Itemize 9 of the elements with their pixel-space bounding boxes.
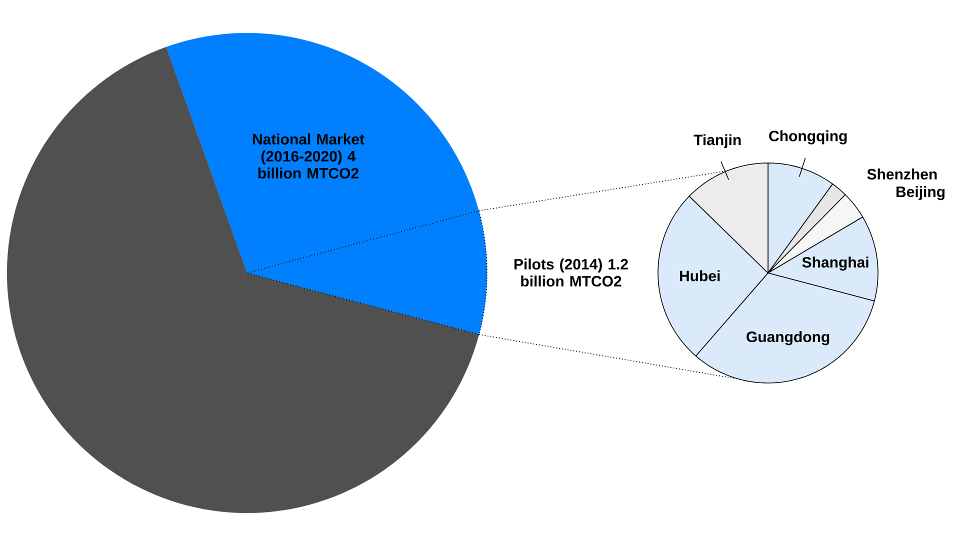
slice-label: Shenzhen bbox=[867, 168, 937, 180]
slice-label: Guangdong bbox=[746, 331, 830, 346]
slice-label: Beijing bbox=[896, 186, 945, 200]
slice-label: Hubei bbox=[680, 270, 720, 282]
slice-label: National Market (2016-2020) 4 billion MTCO2 bbox=[252, 134, 364, 179]
slice-label: Pilots (2014) 1.2 billion MTCO2 bbox=[514, 258, 628, 287]
slice-label: Chongqing bbox=[769, 130, 847, 144]
slice-label: Tianjin bbox=[694, 134, 741, 148]
slice-label: Shanghai bbox=[802, 256, 868, 271]
